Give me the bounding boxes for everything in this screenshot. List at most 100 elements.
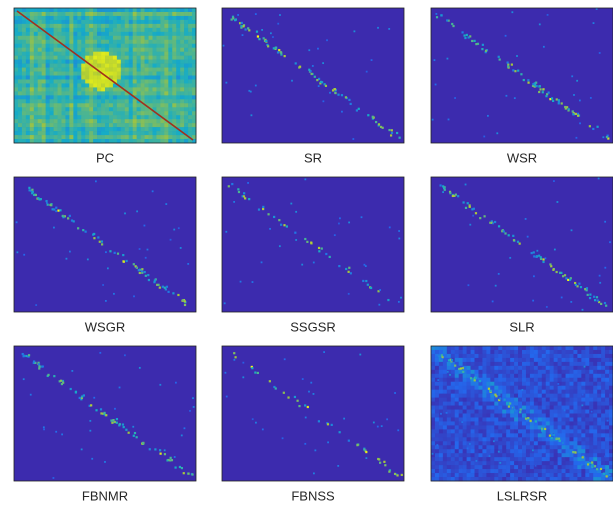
matrix-cell xyxy=(442,417,448,422)
matrix-dot xyxy=(70,219,74,222)
matrix-cell xyxy=(541,417,547,422)
matrix-cell xyxy=(458,457,463,462)
matrix-cell xyxy=(529,413,535,418)
matrix-cell xyxy=(553,421,558,426)
matrix-cell xyxy=(541,357,547,363)
matrix-cell xyxy=(69,99,74,104)
matrix-cell xyxy=(581,449,586,454)
matrix-cell xyxy=(533,413,539,418)
matrix-cell xyxy=(609,405,613,410)
matrix-cell xyxy=(537,425,543,430)
matrix-cell xyxy=(14,11,19,17)
matrix-cell xyxy=(569,441,574,446)
matrix-cell xyxy=(565,437,570,442)
matrix-cell xyxy=(81,111,86,116)
matrix-cell xyxy=(77,55,82,60)
matrix-cell xyxy=(180,59,185,64)
matrix-dot xyxy=(316,78,319,82)
matrix-cell xyxy=(431,365,436,371)
matrix-cell xyxy=(438,373,444,379)
matrix-cell xyxy=(510,385,515,390)
matrix-cell xyxy=(192,43,197,49)
matrix-cell xyxy=(144,123,149,128)
matrix-cell xyxy=(533,377,539,383)
matrix-dot xyxy=(388,28,391,30)
matrix-cell xyxy=(442,465,448,470)
matrix-cell xyxy=(565,361,570,367)
matrix-dot xyxy=(28,186,31,189)
matrix-cell xyxy=(21,43,27,49)
matrix-dot xyxy=(165,285,169,288)
matrix-cell xyxy=(438,457,444,462)
matrix-cell xyxy=(581,461,586,466)
matrix-dot xyxy=(38,367,41,370)
matrix-cell xyxy=(514,369,519,375)
matrix-cell xyxy=(569,457,574,462)
matrix-dot xyxy=(146,248,149,251)
matrix-cell xyxy=(108,131,114,136)
matrix-cell xyxy=(116,47,122,52)
matrix-dot xyxy=(463,34,466,37)
matrix-cell xyxy=(601,369,606,375)
matrix-dot xyxy=(473,379,476,382)
matrix-cell xyxy=(85,15,90,21)
matrix-cell xyxy=(529,397,535,402)
matrix-cell xyxy=(164,39,169,45)
matrix-cell xyxy=(470,465,475,470)
matrix-cell xyxy=(105,15,110,21)
matrix-cell xyxy=(97,63,102,68)
matrix-cell xyxy=(61,47,66,52)
matrix-cell xyxy=(581,445,586,450)
matrix-cell xyxy=(581,377,586,383)
matrix-cell xyxy=(533,381,539,387)
matrix-cell xyxy=(557,453,562,458)
matrix-cell xyxy=(33,115,39,120)
matrix-cell xyxy=(557,369,562,375)
matrix-cell xyxy=(585,457,590,462)
matrix-cell xyxy=(458,473,463,478)
matrix-cell xyxy=(486,346,491,351)
matrix-cell xyxy=(25,123,31,128)
matrix-cell xyxy=(486,365,491,371)
matrix-dot xyxy=(233,358,236,361)
matrix-cell xyxy=(561,369,566,375)
matrix-cell xyxy=(573,453,578,458)
matrix-cell xyxy=(33,99,39,104)
matrix-cell xyxy=(172,59,177,64)
matrix-cell xyxy=(434,465,440,470)
matrix-cell xyxy=(156,31,161,37)
matrix-cell xyxy=(514,425,519,430)
matrix-cell xyxy=(525,417,531,422)
matrix-cell xyxy=(29,91,35,96)
matrix-cell xyxy=(470,401,475,406)
matrix-cell xyxy=(605,473,610,478)
matrix-cell xyxy=(148,103,153,108)
matrix-cell xyxy=(609,425,613,430)
matrix-cell xyxy=(466,385,471,390)
matrix-cell xyxy=(29,119,35,124)
matrix-cell xyxy=(116,35,122,41)
matrix-cell xyxy=(601,433,606,438)
matrix-cell xyxy=(184,95,189,100)
matrix-cell xyxy=(446,377,452,383)
matrix-cell xyxy=(446,393,452,398)
matrix-cell xyxy=(81,71,86,76)
matrix-cell xyxy=(192,123,197,128)
matrix-dot xyxy=(363,448,366,451)
matrix-cell xyxy=(184,51,189,56)
matrix-cell xyxy=(474,346,479,351)
matrix-cell xyxy=(545,421,550,426)
matrix-cell xyxy=(482,409,487,414)
matrix-cell xyxy=(37,139,42,144)
matrix-cell xyxy=(61,71,66,76)
matrix-cell xyxy=(518,473,523,478)
matrix-cell xyxy=(442,401,448,406)
matrix-cell xyxy=(37,131,42,136)
matrix-cell xyxy=(522,469,527,474)
matrix-cell xyxy=(557,469,562,474)
matrix-cell xyxy=(446,449,452,454)
matrix-cell xyxy=(101,123,106,128)
matrix-cell xyxy=(69,139,74,144)
matrix-cell xyxy=(73,95,78,100)
matrix-cell xyxy=(601,421,606,426)
